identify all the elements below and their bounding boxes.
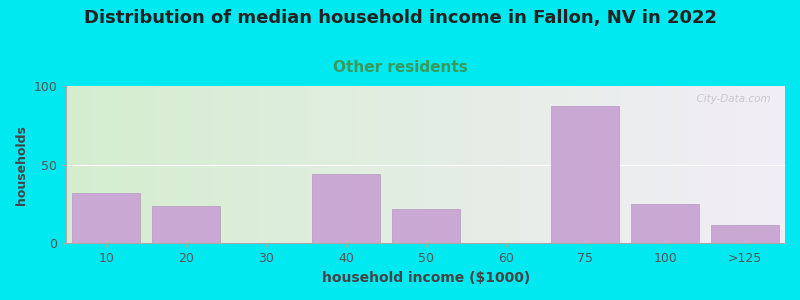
Bar [631, 204, 699, 243]
X-axis label: household income ($1000): household income ($1000) [322, 271, 530, 285]
Bar [312, 174, 380, 243]
Y-axis label: households: households [15, 125, 28, 205]
Text: Distribution of median household income in Fallon, NV in 2022: Distribution of median household income … [83, 9, 717, 27]
Text: Other residents: Other residents [333, 60, 467, 75]
Bar [152, 206, 220, 243]
Bar [73, 193, 140, 243]
Bar [392, 209, 460, 243]
Bar [711, 224, 779, 243]
Bar [551, 106, 619, 243]
Text: City-Data.com: City-Data.com [690, 94, 770, 104]
